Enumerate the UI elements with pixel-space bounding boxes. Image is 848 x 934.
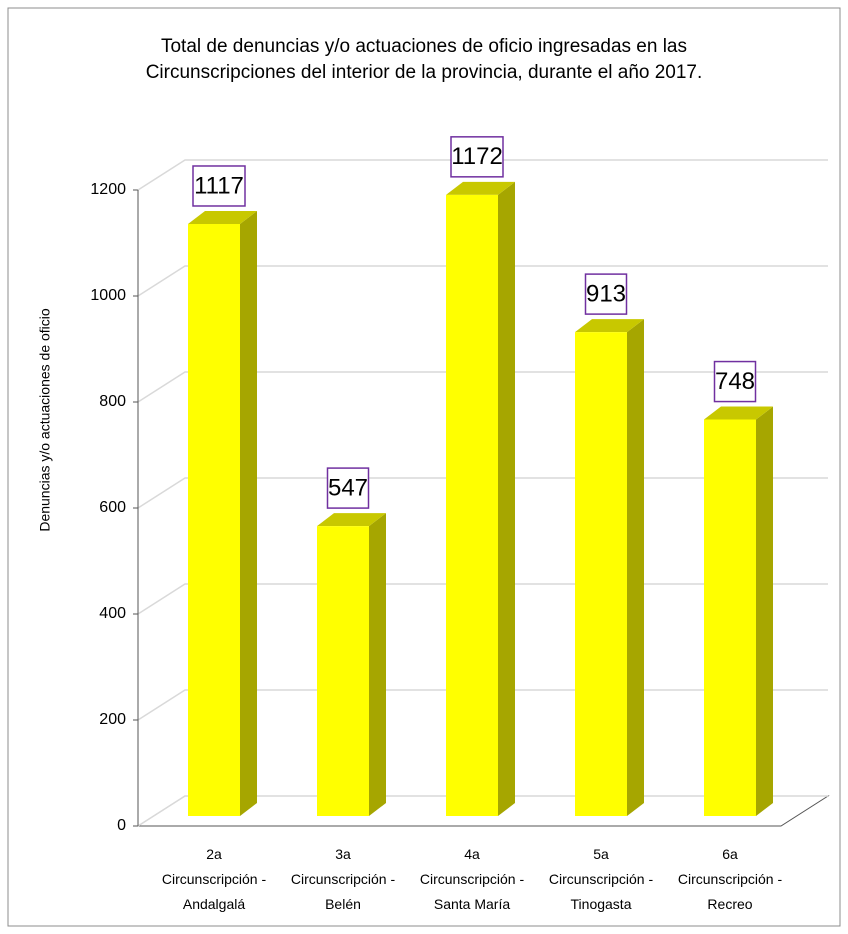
y-tick-label: 800 — [99, 393, 126, 410]
bar-front — [188, 223, 240, 817]
chart-title: Total de denuncias y/o actuaciones de of… — [145, 36, 703, 83]
bar-side — [240, 210, 257, 817]
y-tick-label: 1000 — [90, 287, 126, 304]
y-tick-label: 0 — [117, 817, 126, 834]
y-tick-label: 400 — [99, 605, 126, 622]
bar-top — [188, 210, 257, 224]
bar — [704, 406, 773, 816]
bar-front — [317, 526, 369, 816]
value-label: 1172 — [451, 143, 503, 170]
bar-top — [317, 513, 386, 527]
bar-side — [369, 513, 386, 816]
x-tick-label: 4a Circunscripción - Santa María — [419, 846, 525, 912]
value-label: 1117 — [194, 172, 244, 199]
bar-front — [704, 419, 756, 816]
x-tick-label: 3a Circunscripción - Belén — [290, 846, 396, 912]
x-tick-label: 6a Circunscripción - Recreo — [677, 846, 783, 912]
value-label: 547 — [328, 474, 368, 501]
y-tick-label: 600 — [99, 499, 126, 516]
bar — [575, 319, 644, 816]
y-tick-label: 200 — [99, 711, 126, 728]
bar — [188, 210, 257, 817]
bar-top — [575, 319, 644, 333]
bar-top — [704, 406, 773, 420]
bar-top — [446, 181, 515, 195]
chart-border — [7, 7, 841, 927]
grid-line — [137, 265, 828, 297]
value-label-box — [713, 360, 757, 403]
value-label-box — [326, 467, 370, 509]
bar-side — [627, 319, 644, 816]
bar — [317, 513, 386, 816]
bar-side — [756, 406, 773, 816]
value-label-box — [192, 165, 246, 207]
value-label-box — [584, 273, 628, 315]
y-tick-label: 1200 — [90, 181, 126, 198]
y-axis-title: Denuncias y/o actuaciones de oficio — [37, 308, 53, 532]
value-label: 748 — [715, 368, 755, 395]
bar-front — [575, 332, 627, 816]
value-label-box — [450, 136, 504, 178]
bar — [446, 181, 515, 817]
grid-line — [137, 159, 828, 191]
x-tick-label: 2a Circunscripción - Andalgalá — [161, 846, 267, 912]
x-tick-label: 5a Circunscripción - Tinogasta — [548, 846, 654, 912]
value-label: 913 — [586, 280, 626, 307]
bar-front — [446, 194, 498, 817]
bar-side — [498, 181, 515, 817]
